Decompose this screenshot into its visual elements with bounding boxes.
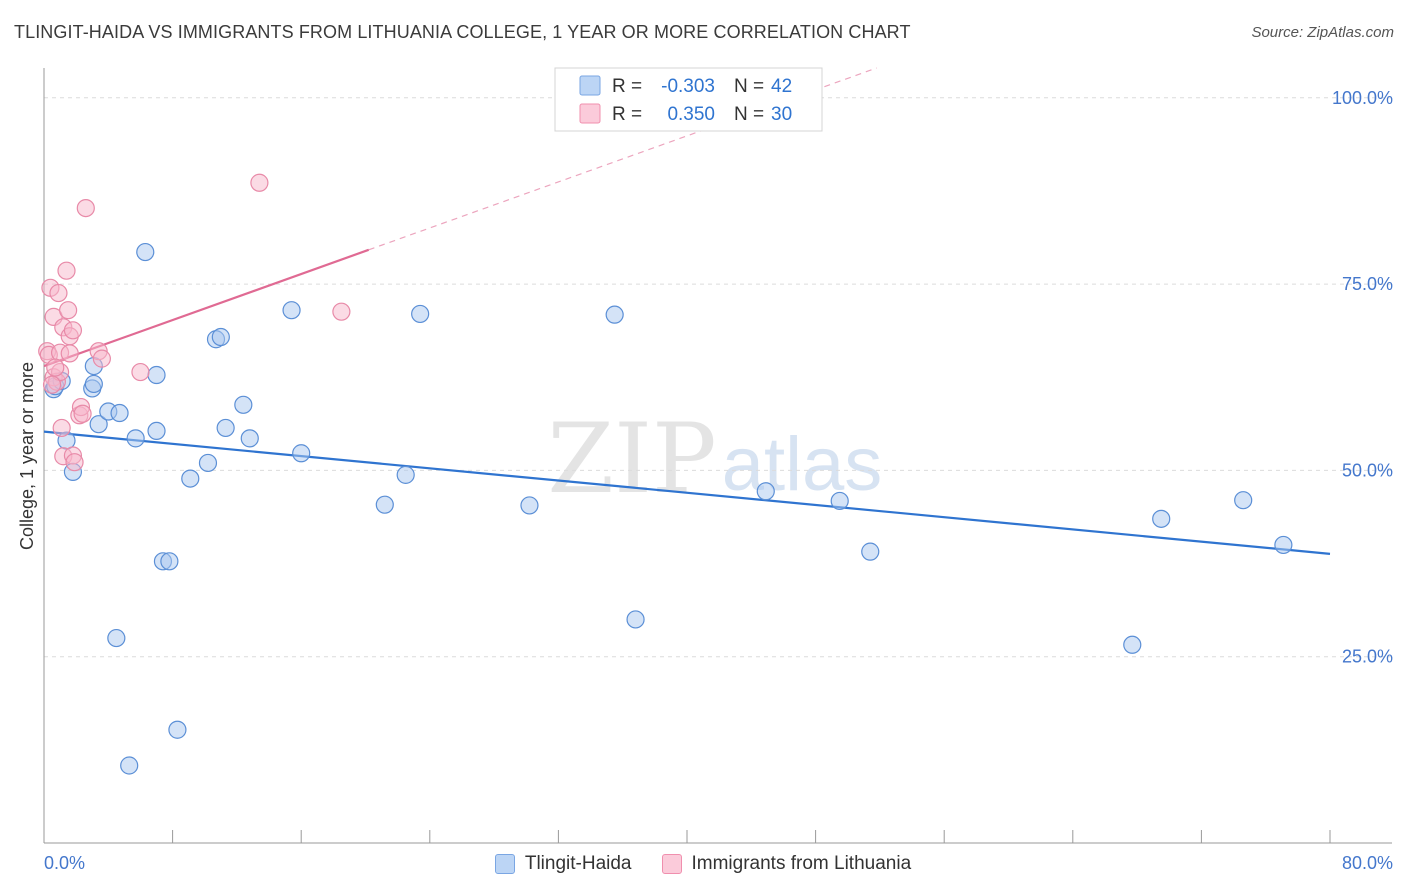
point-tlingit-haida-33 bbox=[605, 305, 624, 324]
point-tlingit-haida-28 bbox=[292, 444, 311, 463]
trend-extension-lithuania bbox=[368, 67, 877, 251]
point-tlingit-haida-18 bbox=[160, 552, 179, 571]
point-tlingit-haida-13 bbox=[126, 429, 145, 448]
point-lithuania-28 bbox=[42, 375, 62, 394]
point-tlingit-haida-31 bbox=[396, 465, 415, 484]
legend-n-label-2: N = bbox=[734, 104, 764, 125]
trend-line-tlingit-haida bbox=[43, 430, 1331, 555]
point-tlingit-haida-12 bbox=[120, 756, 139, 775]
legend-item-tlingit-haida: Tlingit-Haida bbox=[494, 853, 632, 875]
point-tlingit-haida-23 bbox=[211, 327, 230, 347]
point-tlingit-haida-34 bbox=[626, 610, 645, 629]
point-lithuania-26 bbox=[250, 173, 269, 192]
point-tlingit-haida-20 bbox=[181, 469, 200, 488]
legend-r-label-1: R = bbox=[612, 76, 642, 97]
legend-n-value-2: 30 bbox=[771, 104, 792, 125]
point-tlingit-haida-32 bbox=[520, 496, 539, 515]
y-tick-label-25: 25.0% bbox=[1342, 647, 1393, 667]
point-lithuania-22 bbox=[76, 198, 95, 218]
point-tlingit-haida-36 bbox=[830, 491, 849, 511]
point-lithuania-21 bbox=[73, 404, 92, 423]
point-tlingit-haida-25 bbox=[234, 395, 253, 414]
point-tlingit-haida-30 bbox=[411, 304, 430, 324]
legend-n-value-1: 42 bbox=[771, 76, 792, 97]
legend-swatch-blue bbox=[579, 75, 601, 96]
point-tlingit-haida-11 bbox=[110, 403, 129, 423]
chart-title: TLINGIT-HAIDA VS IMMIGRANTS FROM LITHUAN… bbox=[14, 22, 911, 42]
gridlines bbox=[44, 97, 1392, 658]
stats-legend: R = -0.303 N = 42 R = 0.350 N = 30 bbox=[554, 67, 823, 132]
point-tlingit-haida-6 bbox=[84, 374, 103, 394]
point-tlingit-haida-38 bbox=[1123, 635, 1142, 654]
legend-swatch-lithuania bbox=[661, 854, 682, 874]
y-tick-label-100: 100.0% bbox=[1332, 88, 1393, 108]
point-tlingit-haida-14 bbox=[136, 242, 155, 262]
data-points bbox=[38, 173, 1293, 775]
legend-r-value-2: 0.350 bbox=[667, 104, 715, 125]
source-label: Source: ZipAtlas.com bbox=[1251, 24, 1394, 41]
point-tlingit-haida-37 bbox=[861, 542, 880, 561]
point-lithuania-27 bbox=[332, 302, 351, 321]
point-tlingit-haida-16 bbox=[147, 365, 166, 385]
x-tick-label-min: 0.0% bbox=[44, 853, 85, 873]
legend-n-label-1: N = bbox=[734, 76, 764, 97]
watermark-zip: ZIP bbox=[547, 403, 716, 515]
point-lithuania-9 bbox=[52, 418, 71, 438]
point-tlingit-haida-41 bbox=[1274, 535, 1293, 555]
point-tlingit-haida-39 bbox=[1152, 509, 1171, 528]
legend-r-value-1: -0.303 bbox=[661, 76, 715, 97]
point-tlingit-haida-29 bbox=[375, 495, 394, 514]
y-tick-labels: 25.0% 50.0% 75.0% 100.0% bbox=[1332, 88, 1393, 667]
point-tlingit-haida-19 bbox=[168, 720, 187, 739]
point-tlingit-haida-10 bbox=[107, 628, 126, 648]
point-tlingit-haida-15 bbox=[147, 421, 166, 441]
point-tlingit-haida-40 bbox=[1234, 491, 1253, 510]
point-lithuania-6 bbox=[49, 283, 68, 303]
point-tlingit-haida-35 bbox=[756, 482, 775, 501]
watermark-atlas: atlas bbox=[722, 422, 883, 507]
point-lithuania-25 bbox=[131, 362, 150, 382]
point-tlingit-haida-21 bbox=[198, 453, 218, 473]
y-tick-label-75: 75.0% bbox=[1342, 274, 1393, 294]
point-lithuania-13 bbox=[59, 301, 78, 320]
y-axis-label: College, 1 year or more bbox=[17, 362, 37, 550]
x-axis-ticks bbox=[43, 830, 1331, 843]
point-lithuania-24 bbox=[92, 349, 111, 368]
y-tick-label-50: 50.0% bbox=[1342, 460, 1393, 480]
point-lithuania-29 bbox=[46, 358, 65, 377]
legend-item-lithuania: Immigrants from Lithuania bbox=[661, 853, 912, 875]
point-tlingit-haida-26 bbox=[240, 429, 259, 448]
point-tlingit-haida-8 bbox=[89, 415, 108, 434]
point-tlingit-haida-27 bbox=[282, 301, 301, 320]
legend-label-lithuania: Immigrants from Lithuania bbox=[691, 853, 912, 874]
legend-label-tlingit-haida: Tlingit-Haida bbox=[524, 853, 632, 874]
point-lithuania-16 bbox=[63, 321, 83, 340]
legend-swatch-pink bbox=[579, 103, 601, 124]
legend-swatch-tlingit-haida bbox=[494, 854, 515, 874]
x-tick-label-max: 80.0% bbox=[1342, 853, 1393, 873]
point-tlingit-haida-24 bbox=[216, 418, 235, 438]
bottom-legend: Tlingit-Haida Immigrants from Lithuania bbox=[0, 848, 1406, 880]
point-lithuania-18 bbox=[65, 453, 84, 472]
point-lithuania-12 bbox=[57, 261, 76, 280]
legend-r-label-2: R = bbox=[612, 104, 642, 125]
point-lithuania-14 bbox=[60, 344, 79, 363]
